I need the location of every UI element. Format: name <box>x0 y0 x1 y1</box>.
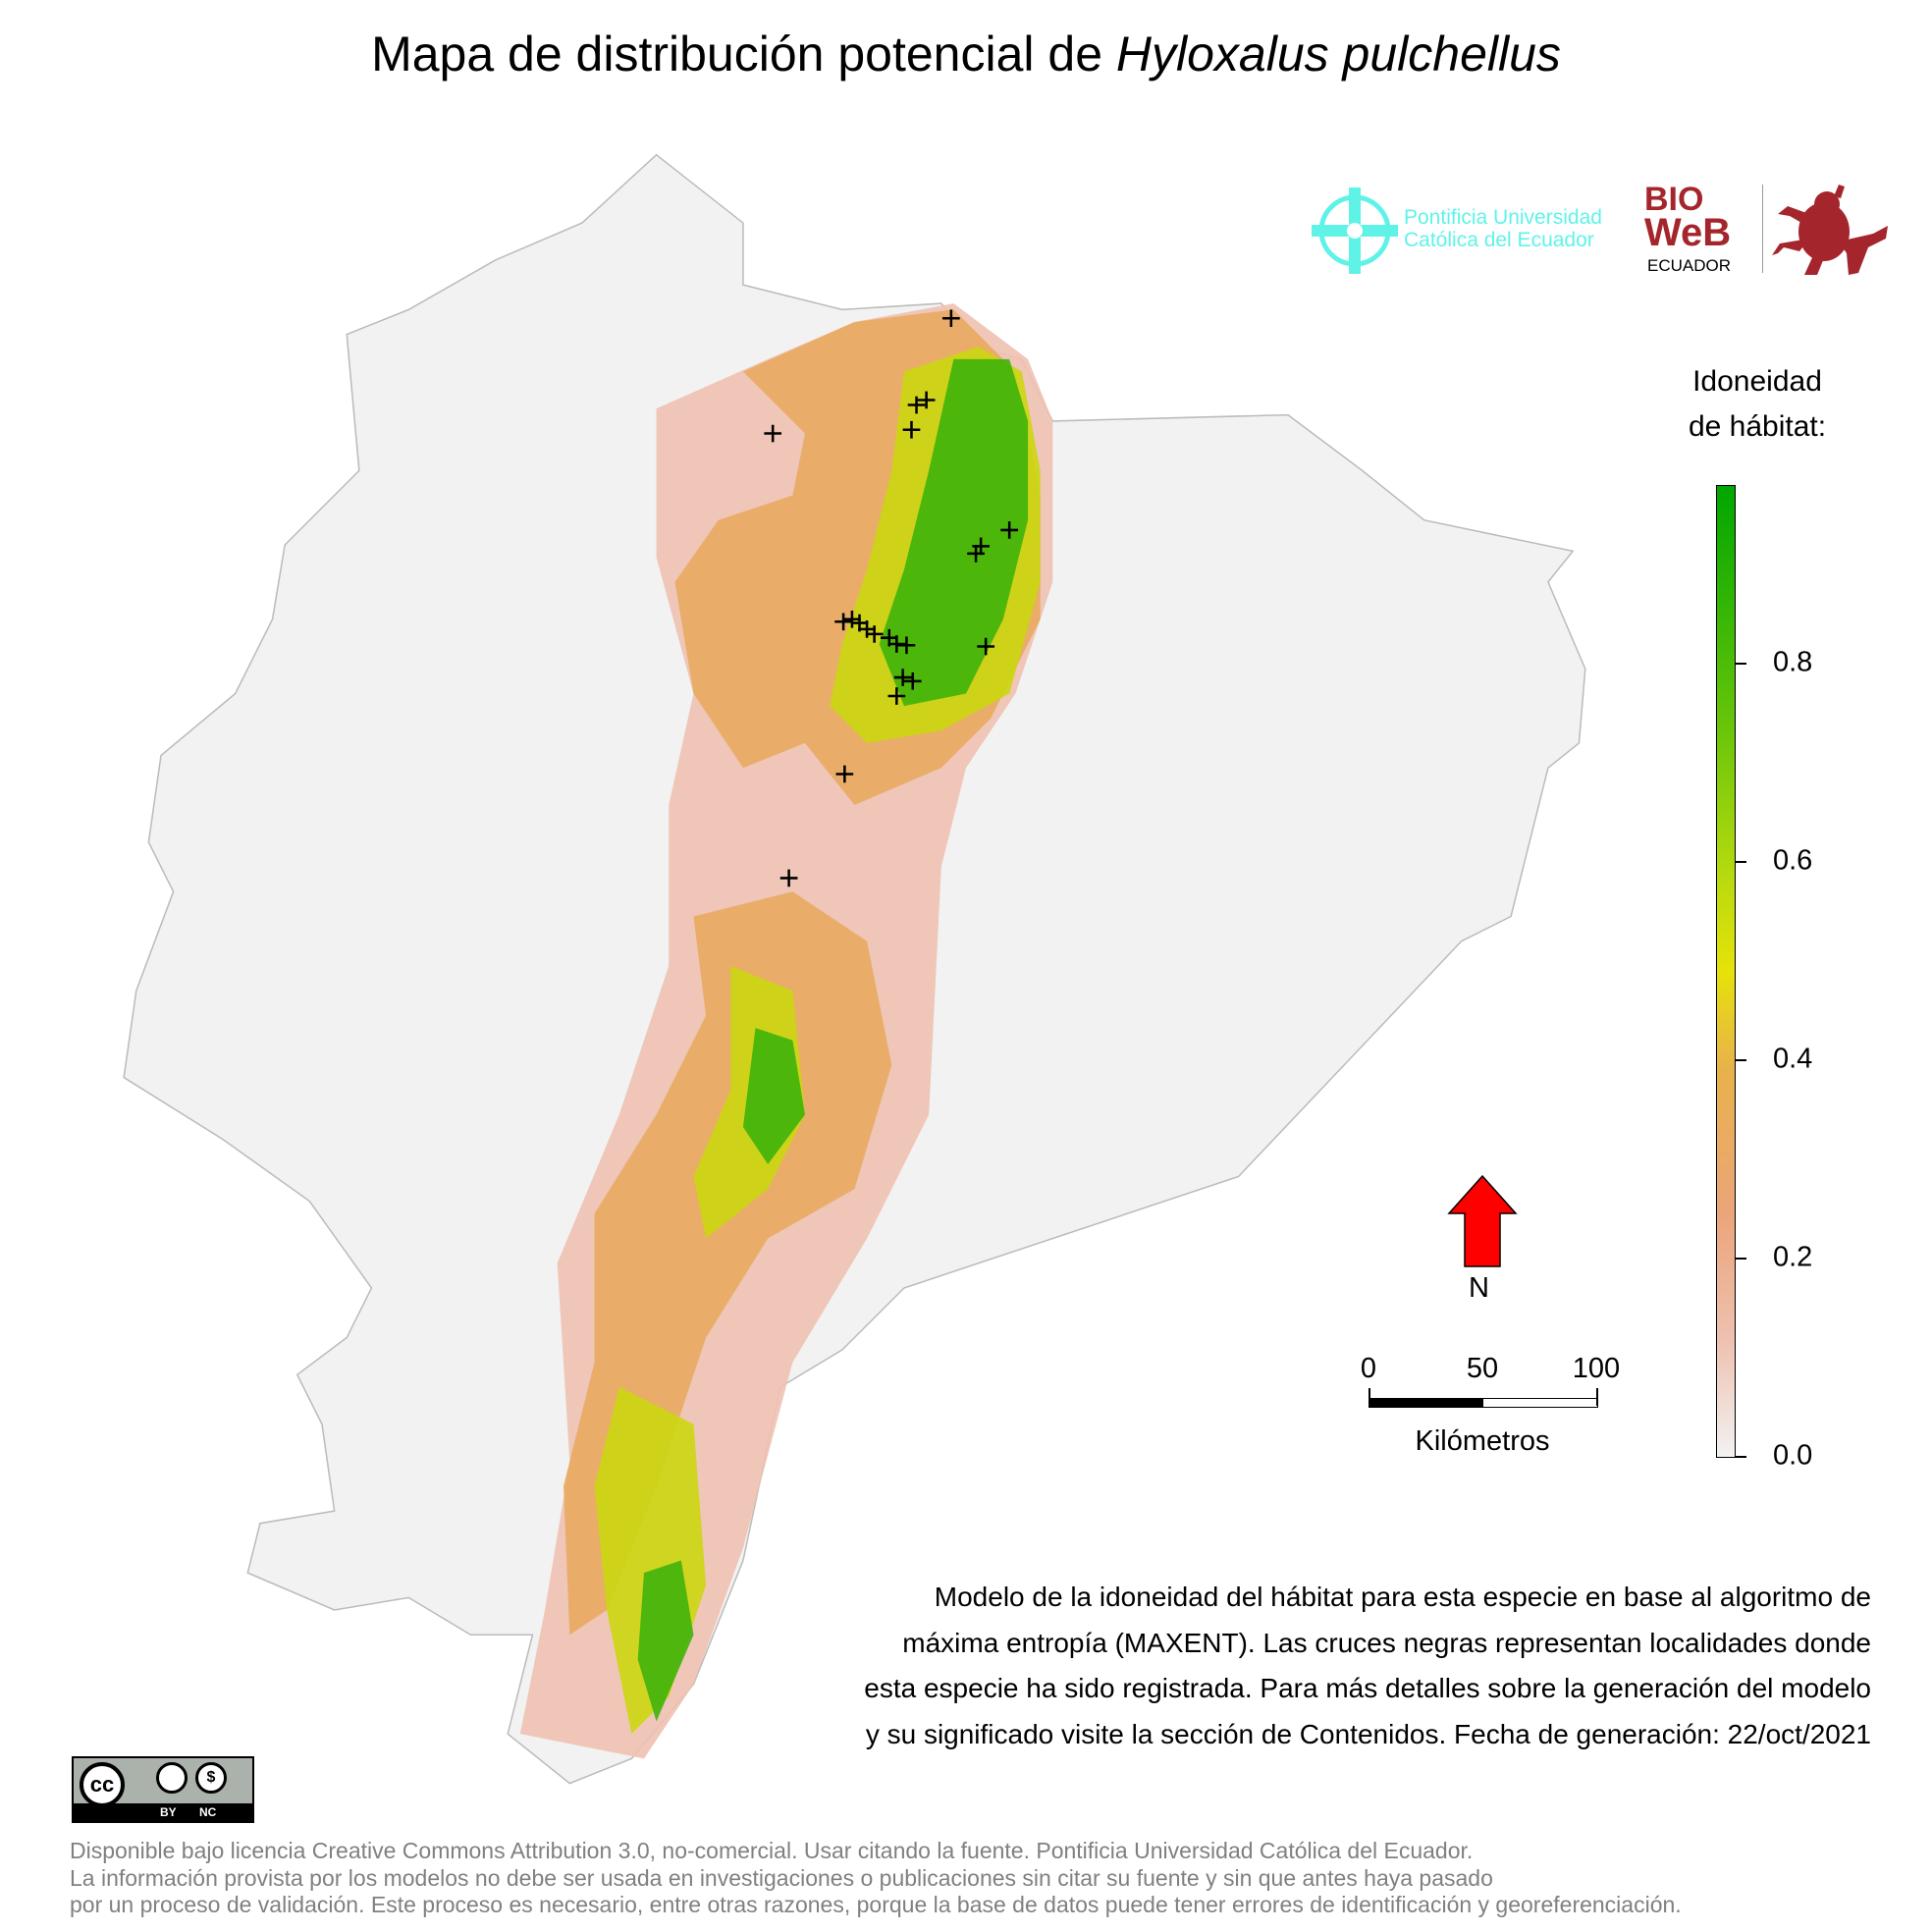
occurrence-cross <box>897 636 916 655</box>
occurrence-cross <box>893 669 912 686</box>
nc-label: NC <box>199 1805 217 1819</box>
occurrence-cross <box>835 765 854 783</box>
occurrence-cross <box>907 396 926 414</box>
attribution-icon <box>156 1762 188 1794</box>
legend-tick <box>1735 861 1746 863</box>
suitability-very-high <box>637 358 1029 1722</box>
bioweb-text-ecuador: ECUADOR <box>1647 256 1732 275</box>
occurrence-cross <box>1000 521 1018 539</box>
page-title: Mapa de distribución potencial de Hyloxa… <box>371 27 1561 81</box>
puce-emblem-icon <box>1312 188 1398 274</box>
legend-tick <box>1735 1258 1746 1260</box>
occurrence-cross <box>967 545 985 563</box>
scale-label-0: 0 <box>1360 1353 1377 1384</box>
puce-name-line1: Pontificia Universidad <box>1404 206 1602 229</box>
occurrence-cross <box>843 610 861 628</box>
legend-tick-label: 0.0 <box>1773 1439 1813 1472</box>
occurrence-cross <box>764 424 782 443</box>
bioweb-logo: BIO WeB ECUADOR <box>1644 181 1900 278</box>
puce-name-line2: Católica del Ecuador <box>1404 229 1594 251</box>
occurrence-cross <box>942 309 960 328</box>
occurrence-cross <box>917 391 936 409</box>
occurrence-cross <box>902 420 921 439</box>
scale-unit: Kilómetros <box>1415 1425 1550 1457</box>
occurrence-records <box>764 309 1018 887</box>
legend-colorbar <box>1716 485 1736 1458</box>
cc-by-nc-badge[interactable]: cc $ BY NC <box>72 1756 254 1823</box>
north-arrow-icon <box>1447 1174 1518 1267</box>
legend-tick-label: 0.2 <box>1773 1241 1813 1273</box>
cc-icon: cc <box>80 1762 125 1807</box>
by-label: BY <box>160 1805 177 1819</box>
legend-tick <box>1735 1059 1746 1061</box>
occurrence-cross <box>977 637 995 656</box>
occurrence-cross <box>903 672 922 690</box>
legend-tick-label: 0.6 <box>1773 844 1813 877</box>
bioweb-text-web: WeB <box>1644 211 1732 254</box>
occurrence-cross <box>834 613 852 631</box>
license-footer: Disponible bajo licencia Creative Common… <box>70 1838 1682 1917</box>
occurrence-cross <box>887 687 906 705</box>
occurrence-cross <box>865 625 884 643</box>
occurrence-cross <box>779 869 798 887</box>
noncommercial-icon: $ <box>195 1762 227 1794</box>
north-label: N <box>1469 1272 1489 1304</box>
bioweb-text-bio: BIO <box>1644 181 1704 218</box>
scale-label-50: 50 <box>1466 1353 1499 1384</box>
legend-tick-label: 0.4 <box>1773 1043 1813 1075</box>
legend-tick <box>1735 663 1746 665</box>
frog-icon <box>1772 185 1888 275</box>
puce-logo: Pontificia Universidad Católica del Ecuad… <box>1311 185 1625 278</box>
legend-title: Idoneidad de hábitat: <box>1688 365 1827 443</box>
map-description: Modelo de la idoneidad del hábitat para … <box>864 1582 1871 1749</box>
legend-tick <box>1735 1456 1746 1458</box>
legend-tick-label: 0.8 <box>1773 646 1813 678</box>
scale-label-100: 100 <box>1572 1353 1621 1384</box>
